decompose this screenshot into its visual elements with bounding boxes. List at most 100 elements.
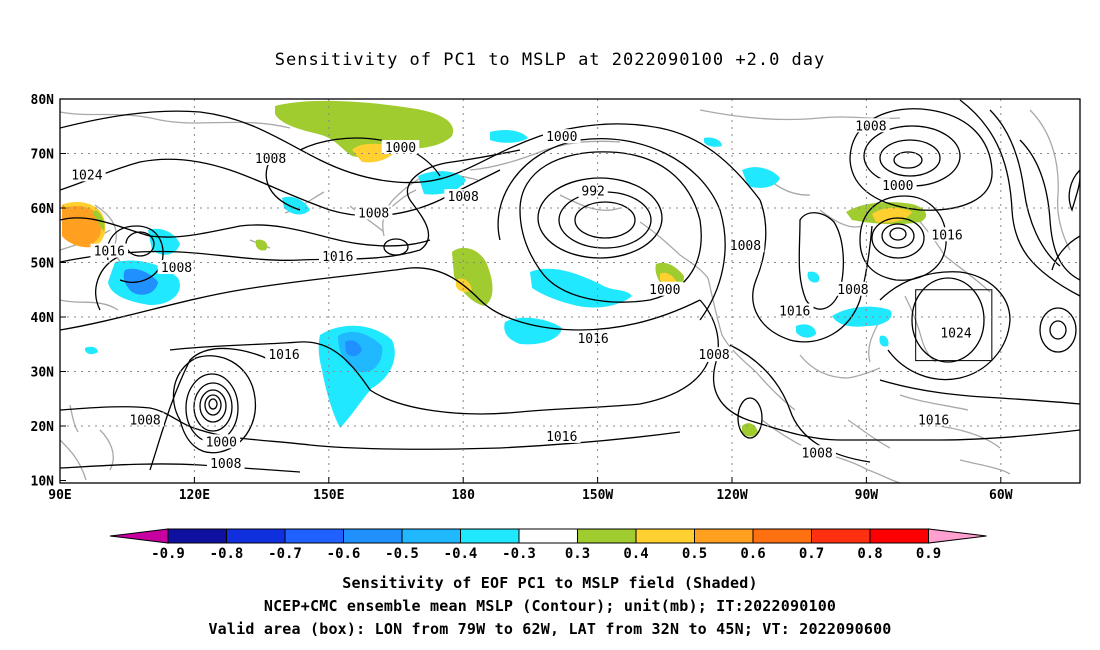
contour-label-bg (574, 330, 612, 345)
cyan-blob-canada (742, 167, 780, 188)
caption-valid-area: Valid area (box): LON from 79W to 62W, L… (208, 620, 892, 638)
colorbar-swatch (343, 528, 403, 544)
contour-line (60, 267, 701, 331)
contour-label-bg (68, 167, 106, 182)
coastline-na-west (707, 277, 901, 483)
colorbar (109, 528, 987, 544)
contour-label-bg (265, 347, 303, 362)
colorbar-label: 0.6 (740, 546, 765, 562)
contour-line (60, 406, 681, 450)
contour-label: 1024 (71, 168, 102, 183)
contour-line (574, 201, 636, 239)
contour-label-bg (90, 243, 129, 258)
lon-label: 120W (716, 488, 747, 503)
cyan-blob-atlantic (832, 306, 892, 327)
contour-label: 1016 (94, 245, 125, 260)
coastline-alaska (469, 140, 709, 279)
contour-label: 1008 (801, 446, 832, 461)
contour-line (60, 149, 521, 263)
blue-blob-pacific-core (345, 340, 362, 357)
colorbar-label: -0.9 (151, 546, 185, 562)
contour-line (60, 110, 761, 201)
latitude-labels: 80N 70N 60N 50N 40N 30N 20N 10N (31, 93, 66, 490)
contour-line (60, 463, 301, 473)
colorbar-label: 0.8 (857, 546, 882, 562)
contour-label: 1008 (161, 261, 192, 276)
cyan-blob-east (796, 324, 816, 338)
colorbar-labels: -0.9 -0.8 -0.7 -0.6 -0.5 -0.4 -0.3 0.3 0.4 0.5 0.6… (151, 546, 941, 562)
contour-label: 1016 (268, 348, 299, 363)
contour-line (537, 177, 663, 259)
contour-line (1039, 307, 1077, 353)
contour-label-bg (157, 259, 196, 274)
contour-label: 1000 (385, 141, 416, 156)
contour-label: 1008 (730, 239, 761, 254)
lat-label: 40N (31, 311, 55, 326)
contours (60, 99, 1080, 473)
contour-line (299, 137, 441, 177)
plot-frame (59, 98, 1081, 484)
colorbar-swatch (694, 528, 754, 544)
contour-line (199, 389, 227, 423)
lat-label: 80N (31, 93, 55, 108)
contour-line (849, 108, 993, 211)
lon-label: 150E (313, 488, 344, 503)
contour-line (879, 271, 1011, 381)
contour-label: 1008 (855, 119, 886, 134)
lon-label: 90W (855, 488, 879, 503)
contour-label-bg (775, 303, 814, 318)
colorbar-label: -0.6 (327, 546, 361, 562)
contour-line (879, 139, 941, 177)
contour-line (208, 398, 218, 410)
contour-label-bg (834, 281, 872, 296)
colorbar-left-arrow (109, 528, 169, 544)
contour-label-bg (646, 281, 684, 296)
colorbar-swatch (752, 528, 812, 544)
contour-label: 992 (581, 185, 604, 200)
lat-label: 10N (31, 475, 55, 490)
caption-shaded: Sensitivity of EOF PC1 to MSLP field (Sh… (342, 574, 758, 592)
contour-label: 1016 (931, 228, 962, 243)
colorbar-swatch (635, 528, 695, 544)
lon-label: 60W (989, 488, 1013, 503)
cyan-blob-west-2 (148, 228, 180, 255)
lon-label: 180 (451, 488, 475, 503)
contour-label-bg (695, 347, 733, 362)
contour-line (959, 99, 1080, 297)
contour-line (871, 217, 925, 259)
contour-label-bg (914, 412, 953, 427)
lon-label: 90E (48, 488, 71, 503)
coastline-canada (699, 109, 946, 257)
contour-label-bg (202, 434, 241, 449)
contour-line (383, 238, 409, 256)
contour-label-bg (251, 150, 290, 165)
contour-label-bg (444, 189, 482, 204)
contour-line (1019, 139, 1080, 281)
orange-blob-labrador (872, 207, 912, 223)
cyan-blob-okhotsk (282, 196, 310, 215)
cyan-blob-hudson (704, 137, 722, 147)
plot-area: 1024 1008 1000 1008 1008 1016 1008 1016 1000 992 1… (60, 99, 1080, 483)
contour-label: 1008 (837, 283, 868, 298)
contour-label: 1016 (546, 430, 577, 445)
colorbar-swatch (869, 528, 929, 544)
contour-label: 1016 (322, 250, 353, 265)
colorbar-label: -0.3 (502, 546, 536, 562)
cyan-blob-gulf-alaska (530, 268, 632, 308)
contour-line (737, 397, 763, 439)
contour-label: 1000 (649, 283, 680, 298)
colorbar-swatch (226, 528, 286, 544)
green-blob-pacific (452, 247, 493, 306)
contour-line (497, 138, 726, 321)
colorbar-right-arrow (928, 528, 987, 544)
contour-label-bg (578, 183, 608, 198)
contour-label: 1016 (779, 305, 810, 320)
contour-label-bg (928, 227, 966, 242)
colorbar-label: 0.3 (565, 546, 590, 562)
lon-label: 150W (582, 488, 613, 503)
lat-label: 30N (31, 366, 55, 381)
colorbar-label: -0.5 (385, 546, 419, 562)
contour-line (519, 151, 702, 303)
cyan-blob-kamchatka (418, 171, 466, 195)
contour-label: 1016 (577, 332, 608, 347)
